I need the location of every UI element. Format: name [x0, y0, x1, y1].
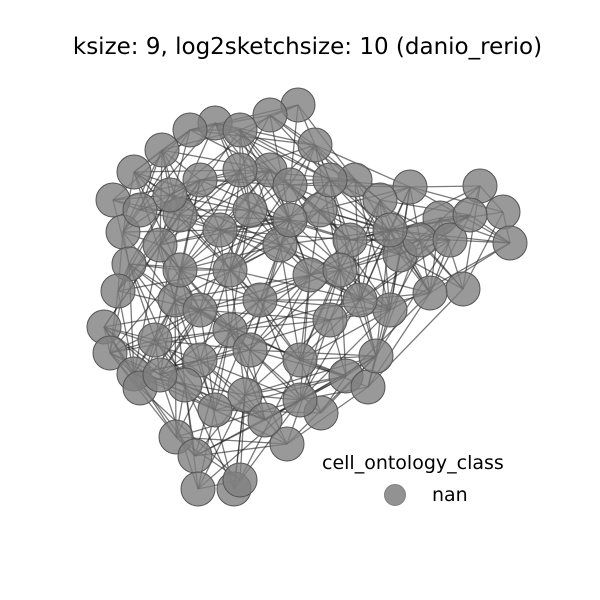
legend-marker [384, 484, 406, 506]
graph-node [152, 177, 188, 213]
graph-node [247, 402, 283, 438]
graph-edge [159, 299, 261, 376]
graph-node [412, 275, 448, 311]
graph-node [322, 252, 358, 288]
graph-node [212, 252, 248, 288]
graph-node [172, 112, 208, 148]
graph-node [252, 97, 288, 133]
graph-node [232, 332, 268, 368]
graph-edge [169, 194, 291, 221]
legend-entry: nan [384, 484, 468, 506]
graph-node [232, 192, 268, 228]
legend-label: nan [432, 484, 468, 506]
graph-node [297, 127, 333, 163]
graph-node [182, 162, 218, 198]
graph-node [197, 392, 233, 428]
graph-node [272, 167, 308, 203]
graph-node [362, 182, 398, 218]
graph-node [372, 212, 408, 248]
graph-edge [354, 179, 391, 311]
graph-edge [299, 274, 311, 401]
graph-node [144, 132, 180, 168]
graph-nodes [86, 87, 528, 507]
graph-edge [299, 299, 361, 401]
graph-node [392, 169, 428, 205]
graph-node [372, 292, 408, 328]
graph-node [177, 438, 213, 474]
graph-node [162, 252, 198, 288]
graph-edge [175, 399, 301, 438]
graph-node [445, 271, 481, 307]
graph-node [312, 162, 348, 198]
graph-node [122, 192, 158, 228]
graph-node [116, 154, 152, 190]
graph-node [182, 292, 218, 328]
graph-edge [159, 169, 241, 246]
graph-node [242, 282, 278, 318]
graph-edge [199, 274, 311, 361]
graph-node [302, 192, 338, 228]
graph-node [269, 426, 305, 462]
graph-node [402, 222, 438, 258]
graph-node [342, 282, 378, 318]
graph-node [282, 382, 318, 418]
graph-edge [197, 399, 301, 490]
graph-node [350, 369, 386, 405]
graph-node [137, 322, 173, 358]
graph-node [282, 342, 318, 378]
graph-node [272, 202, 308, 238]
graph-edge [279, 244, 301, 361]
graph-node [142, 227, 178, 263]
graph-node [142, 357, 178, 393]
graph-node [452, 197, 488, 233]
graph-edge [229, 269, 361, 301]
graph-node [312, 302, 348, 338]
graph-node [485, 194, 521, 230]
legend: cell_ontology_class nan [322, 452, 504, 506]
graph-edge [289, 184, 391, 231]
graph-edge [133, 244, 161, 375]
graph-node [222, 462, 258, 498]
graph-node [227, 377, 263, 413]
graph-node [222, 112, 258, 148]
graph-node [292, 257, 328, 293]
legend-title: cell_ontology_class [322, 452, 504, 474]
graph-node [358, 338, 394, 374]
graph-node [432, 222, 468, 258]
graph-node [202, 212, 238, 248]
graph-edge [299, 269, 341, 401]
graph-node [100, 273, 136, 309]
graph-edge [175, 329, 231, 438]
graph-edge [299, 309, 391, 401]
graph-node [92, 335, 128, 371]
graph-title: ksize: 9, log2sketchsize: 10 (danio_reri… [72, 34, 543, 60]
graph-node [180, 471, 216, 507]
graph-edge [199, 319, 331, 361]
graph-node [332, 222, 368, 258]
graph-node [492, 225, 528, 261]
graph-edge [179, 219, 291, 271]
graph-edge [259, 299, 301, 401]
graph-node [222, 152, 258, 188]
